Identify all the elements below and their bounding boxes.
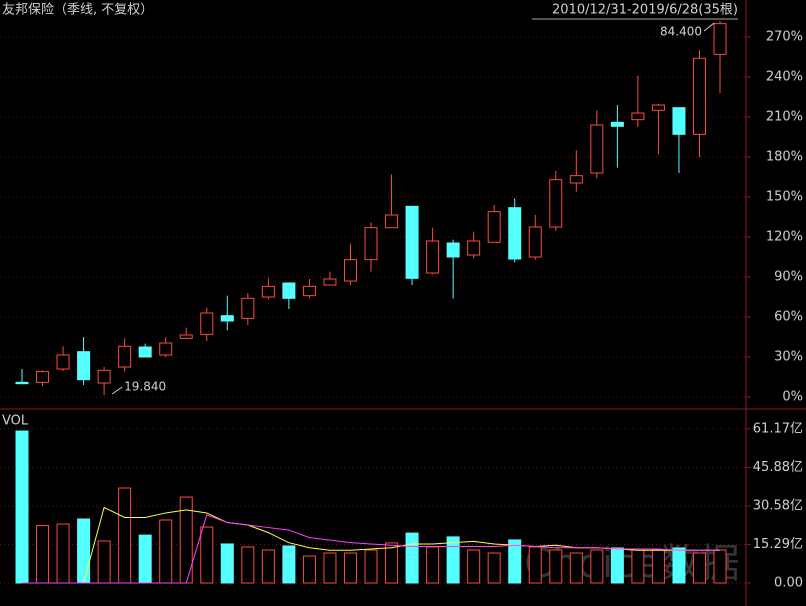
candle-body — [241, 297, 255, 319]
volume-bar — [261, 549, 275, 584]
candle-body — [713, 23, 727, 55]
volume-bar — [446, 536, 460, 584]
y-tick-label: 15.29亿 — [753, 537, 803, 552]
volume-bar — [672, 547, 686, 584]
chart-title: 友邦保险（季线, 不复权） — [2, 2, 153, 18]
candle-body — [590, 124, 604, 174]
y-tick-label: 270% — [766, 30, 803, 45]
candle-body — [364, 227, 378, 261]
candle-body — [282, 282, 296, 299]
candle-body — [77, 351, 91, 381]
volume-bar — [651, 549, 665, 584]
candle-body — [631, 112, 645, 121]
volume-bar — [200, 526, 214, 584]
volume-bar — [56, 523, 70, 584]
volume-bar — [426, 546, 440, 584]
volume-bar — [713, 549, 727, 584]
volume-bar — [282, 545, 296, 584]
candle-body — [261, 285, 275, 298]
volume-bar — [528, 546, 542, 584]
candle-body — [651, 104, 665, 111]
volume-bar — [323, 552, 337, 584]
volume-bar — [610, 547, 624, 584]
volume-bar — [508, 539, 522, 584]
volume-bar — [36, 525, 50, 584]
candle-body — [118, 345, 132, 368]
candle-body — [569, 175, 583, 184]
volume-bar — [343, 552, 357, 584]
volume-bar — [77, 518, 91, 584]
candle-body — [528, 226, 542, 258]
candle-body — [446, 242, 460, 258]
y-tick-label: 30.58亿 — [753, 498, 803, 513]
y-tick-label: 120% — [766, 230, 803, 245]
candle-body — [302, 285, 316, 297]
volume-bar — [15, 430, 29, 584]
candle-body — [385, 214, 399, 229]
candle-body — [672, 107, 686, 135]
candle-body — [426, 240, 440, 274]
volume-bar — [569, 552, 583, 584]
candle-body — [323, 278, 337, 286]
volume-title: VOL — [2, 414, 29, 429]
ma-line — [22, 514, 721, 584]
y-tick-label: 45.88亿 — [753, 460, 803, 475]
volume-bar — [241, 546, 255, 584]
candle-body — [179, 334, 193, 339]
annotation-arrow — [703, 22, 715, 32]
y-tick-label: 61.17亿 — [753, 421, 803, 436]
y-tick-label: 150% — [766, 190, 803, 205]
annotation: 19.840 — [124, 380, 166, 394]
volume-bar — [631, 548, 645, 584]
volume-bar — [159, 519, 173, 584]
candle-body — [56, 354, 70, 370]
candle-body — [200, 312, 214, 335]
candle-body — [220, 315, 234, 322]
y-tick-label: 30% — [774, 350, 803, 365]
volume-bar — [97, 540, 111, 584]
volume-bar — [405, 532, 419, 584]
candle-body — [159, 342, 173, 356]
candle-body — [138, 346, 152, 358]
candle-body — [405, 205, 419, 279]
y-tick-label: 210% — [766, 110, 803, 125]
y-tick-label: 180% — [766, 150, 803, 165]
volume-bar — [118, 487, 132, 584]
annotation-arrow — [111, 386, 123, 395]
candle-body — [467, 240, 481, 256]
volume-bar — [487, 552, 501, 584]
volume-bar — [385, 542, 399, 584]
y-tick-label: 60% — [774, 310, 803, 325]
volume-bar — [138, 534, 152, 584]
candle-body — [549, 179, 563, 228]
volume-bar — [590, 549, 604, 584]
candle-body — [487, 211, 501, 243]
volume-bar — [302, 555, 316, 584]
candle-body — [508, 207, 522, 260]
volume-bar — [549, 549, 563, 584]
y-tick-label: 240% — [766, 70, 803, 85]
volume-bar — [692, 552, 706, 584]
candle-body — [692, 57, 706, 135]
annotation: 84.400 — [660, 25, 702, 39]
y-tick-label: 90% — [774, 270, 803, 285]
volume-bar — [220, 543, 234, 584]
candle-body — [610, 121, 624, 127]
y-tick-label: 0.00 — [774, 576, 803, 591]
candle-body — [36, 371, 50, 383]
candle-body — [15, 381, 29, 385]
candle-body — [97, 369, 111, 384]
volume-bar — [364, 549, 378, 584]
volume-bar — [467, 549, 481, 584]
date-range[interactable]: 2010/12/31-2019/6/28(35根) — [552, 3, 738, 18]
candle-body — [343, 259, 357, 282]
y-tick-label: 0% — [782, 390, 803, 405]
